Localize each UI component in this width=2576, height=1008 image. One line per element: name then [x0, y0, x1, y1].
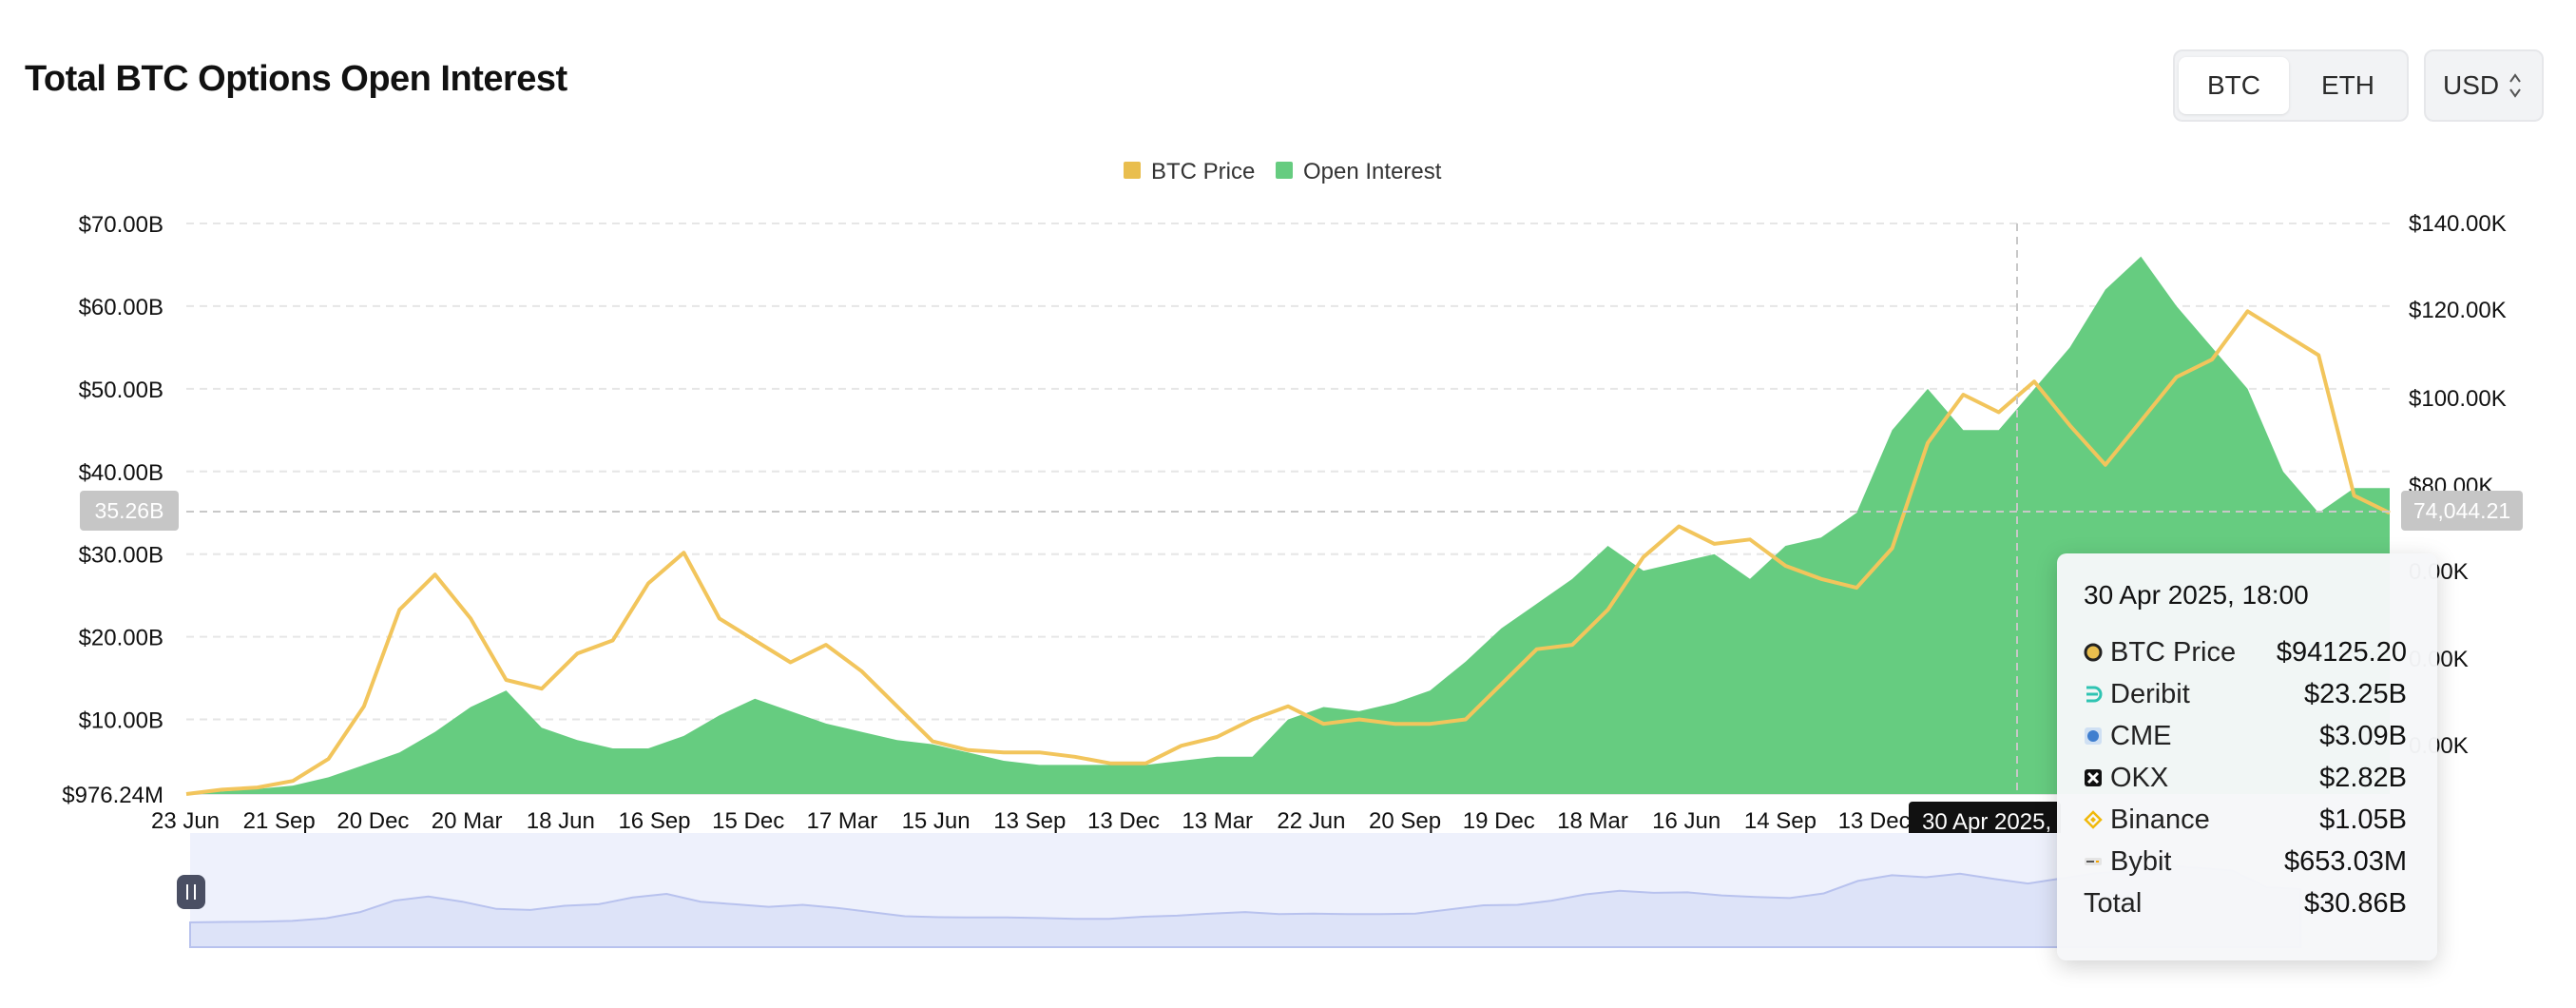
crosshair-right-label: 74,044.21: [2413, 498, 2510, 523]
x-axis-tick-label: 15 Dec: [712, 808, 784, 834]
x-axis-tick-label: 22 Jun: [1277, 808, 1345, 834]
btc-tab[interactable]: BTC: [2179, 57, 2289, 114]
tooltip-label: OKX: [2110, 763, 2169, 793]
x-axis-tick-label: 18 Mar: [1557, 808, 1628, 834]
btc-price-line: [185, 309, 2391, 796]
tooltip-row-deribit: Deribit $23.25B: [2084, 673, 2407, 715]
crosshair-left-badge: [80, 491, 179, 531]
x-axis-tick-label: 23 Jun: [151, 808, 220, 834]
x-axis-tick-label: 20 Sep: [1369, 808, 1441, 834]
x-axis-tick-label: 16 Sep: [618, 808, 690, 834]
tooltip-row-btc-price: BTC Price $94125.20: [2084, 631, 2407, 673]
x-axis-tick-label: 13 Mar: [1182, 808, 1253, 834]
right-axis-tick-label: $100.00K: [2409, 386, 2507, 412]
right-axis-tick-label: $140.00K: [2409, 211, 2507, 237]
x-axis-tick-label: 19 Dec: [1463, 808, 1535, 834]
x-axis-tick-label: 20 Mar: [432, 808, 503, 834]
page-title: Total BTC Options Open Interest: [25, 59, 567, 99]
x-axis-tick-label: 13 Dec: [1838, 808, 1911, 834]
left-axis-tick-label: $70.00B: [79, 212, 163, 238]
legend-swatch-btc-price: [1124, 162, 1141, 179]
left-axis-tick-label: $20.00B: [79, 626, 163, 651]
tooltip-row-okx: OKX $2.82B: [2084, 757, 2407, 799]
tooltip-title: 30 Apr 2025, 18:00: [2084, 580, 2309, 610]
left-axis-tick-label: $30.00B: [79, 543, 163, 569]
tooltip-row-cme: CME $3.09B: [2084, 715, 2407, 757]
okx-icon: [2085, 769, 2102, 786]
sort-arrows-icon: [2509, 73, 2521, 98]
tooltip-value: $3.09B: [2319, 721, 2407, 751]
crosshair-left-label: 35.26B: [95, 498, 164, 523]
tooltip: 30 Apr 2025, 18:00 BTC Price $94125.20 D…: [2057, 553, 2437, 960]
tooltip-value: $23.25B: [2303, 679, 2407, 709]
left-axis-tick-label: $10.00B: [79, 708, 163, 734]
tooltip-value: $94125.20: [2276, 637, 2407, 668]
legend-label-btc-price: BTC Price: [1151, 159, 1255, 184]
left-axis-tick-label: $50.00B: [79, 378, 163, 403]
tooltip-label: Bybit: [2110, 846, 2172, 877]
x-axis-tick-label: 17 Mar: [807, 808, 878, 834]
legend-swatch-open-interest: [1276, 162, 1293, 179]
tooltip-row-total: Total $30.86B: [2084, 882, 2407, 924]
tooltip-total-value: $30.86B: [2303, 888, 2407, 919]
tooltip-value: $1.05B: [2319, 804, 2407, 835]
circle-dot-icon: [2084, 643, 2103, 662]
legend-label-open-interest: Open Interest: [1303, 159, 1442, 184]
left-axis-tick-label: $60.00B: [79, 295, 163, 320]
tooltip-label: BTC Price: [2110, 637, 2237, 668]
tooltip-value: $2.82B: [2319, 763, 2407, 793]
navigator-handle: [177, 875, 205, 909]
bybit-icon: [2085, 858, 2102, 865]
x-axis-tick-label: 13 Dec: [1087, 808, 1160, 834]
deribit-icon: [2086, 686, 2103, 703]
tooltip-value: $653.03M: [2284, 846, 2407, 877]
cme-icon: [2085, 727, 2102, 745]
tooltip-label: Deribit: [2110, 679, 2190, 709]
navigator-series: [189, 863, 2301, 948]
tooltip-row-bybit: Bybit $653.03M: [2084, 841, 2407, 882]
asset-toggle: BTC ETH: [2173, 49, 2409, 122]
crosshair-x-badge: [1909, 802, 2061, 842]
currency-label: USD: [2443, 70, 2500, 100]
currency-select[interactable]: USD: [2424, 49, 2544, 122]
x-axis-tick-label: 16 Jun: [1652, 808, 1721, 834]
binance-icon: [2084, 810, 2103, 829]
right-axis-tick-label: $120.00K: [2409, 298, 2507, 323]
x-axis-tick-label: 21 Sep: [243, 808, 316, 834]
x-axis-tick-label: 14 Sep: [1744, 808, 1817, 834]
tooltip-total-label: Total: [2084, 888, 2143, 919]
tooltip-row-binance: Binance $1.05B: [2084, 799, 2407, 841]
x-axis-tick-label: 15 Jun: [902, 808, 971, 834]
crosshair-right-badge: [2401, 491, 2523, 531]
x-axis-tick-label: 18 Jun: [527, 808, 595, 834]
eth-tab[interactable]: ETH: [2321, 70, 2374, 100]
left-axis-tick-label: $40.00B: [79, 460, 163, 486]
x-axis-tick-label: 13 Sep: [993, 808, 1066, 834]
left-axis-tick-label: $976.24M: [62, 783, 163, 808]
crosshair-x-label: 30 Apr 2025,: [1922, 809, 2051, 835]
open-interest-area: [186, 256, 2390, 794]
x-axis-tick-label: 20 Dec: [336, 808, 409, 834]
tooltip-label: CME: [2110, 721, 2172, 751]
tooltip-label: Binance: [2110, 804, 2210, 835]
